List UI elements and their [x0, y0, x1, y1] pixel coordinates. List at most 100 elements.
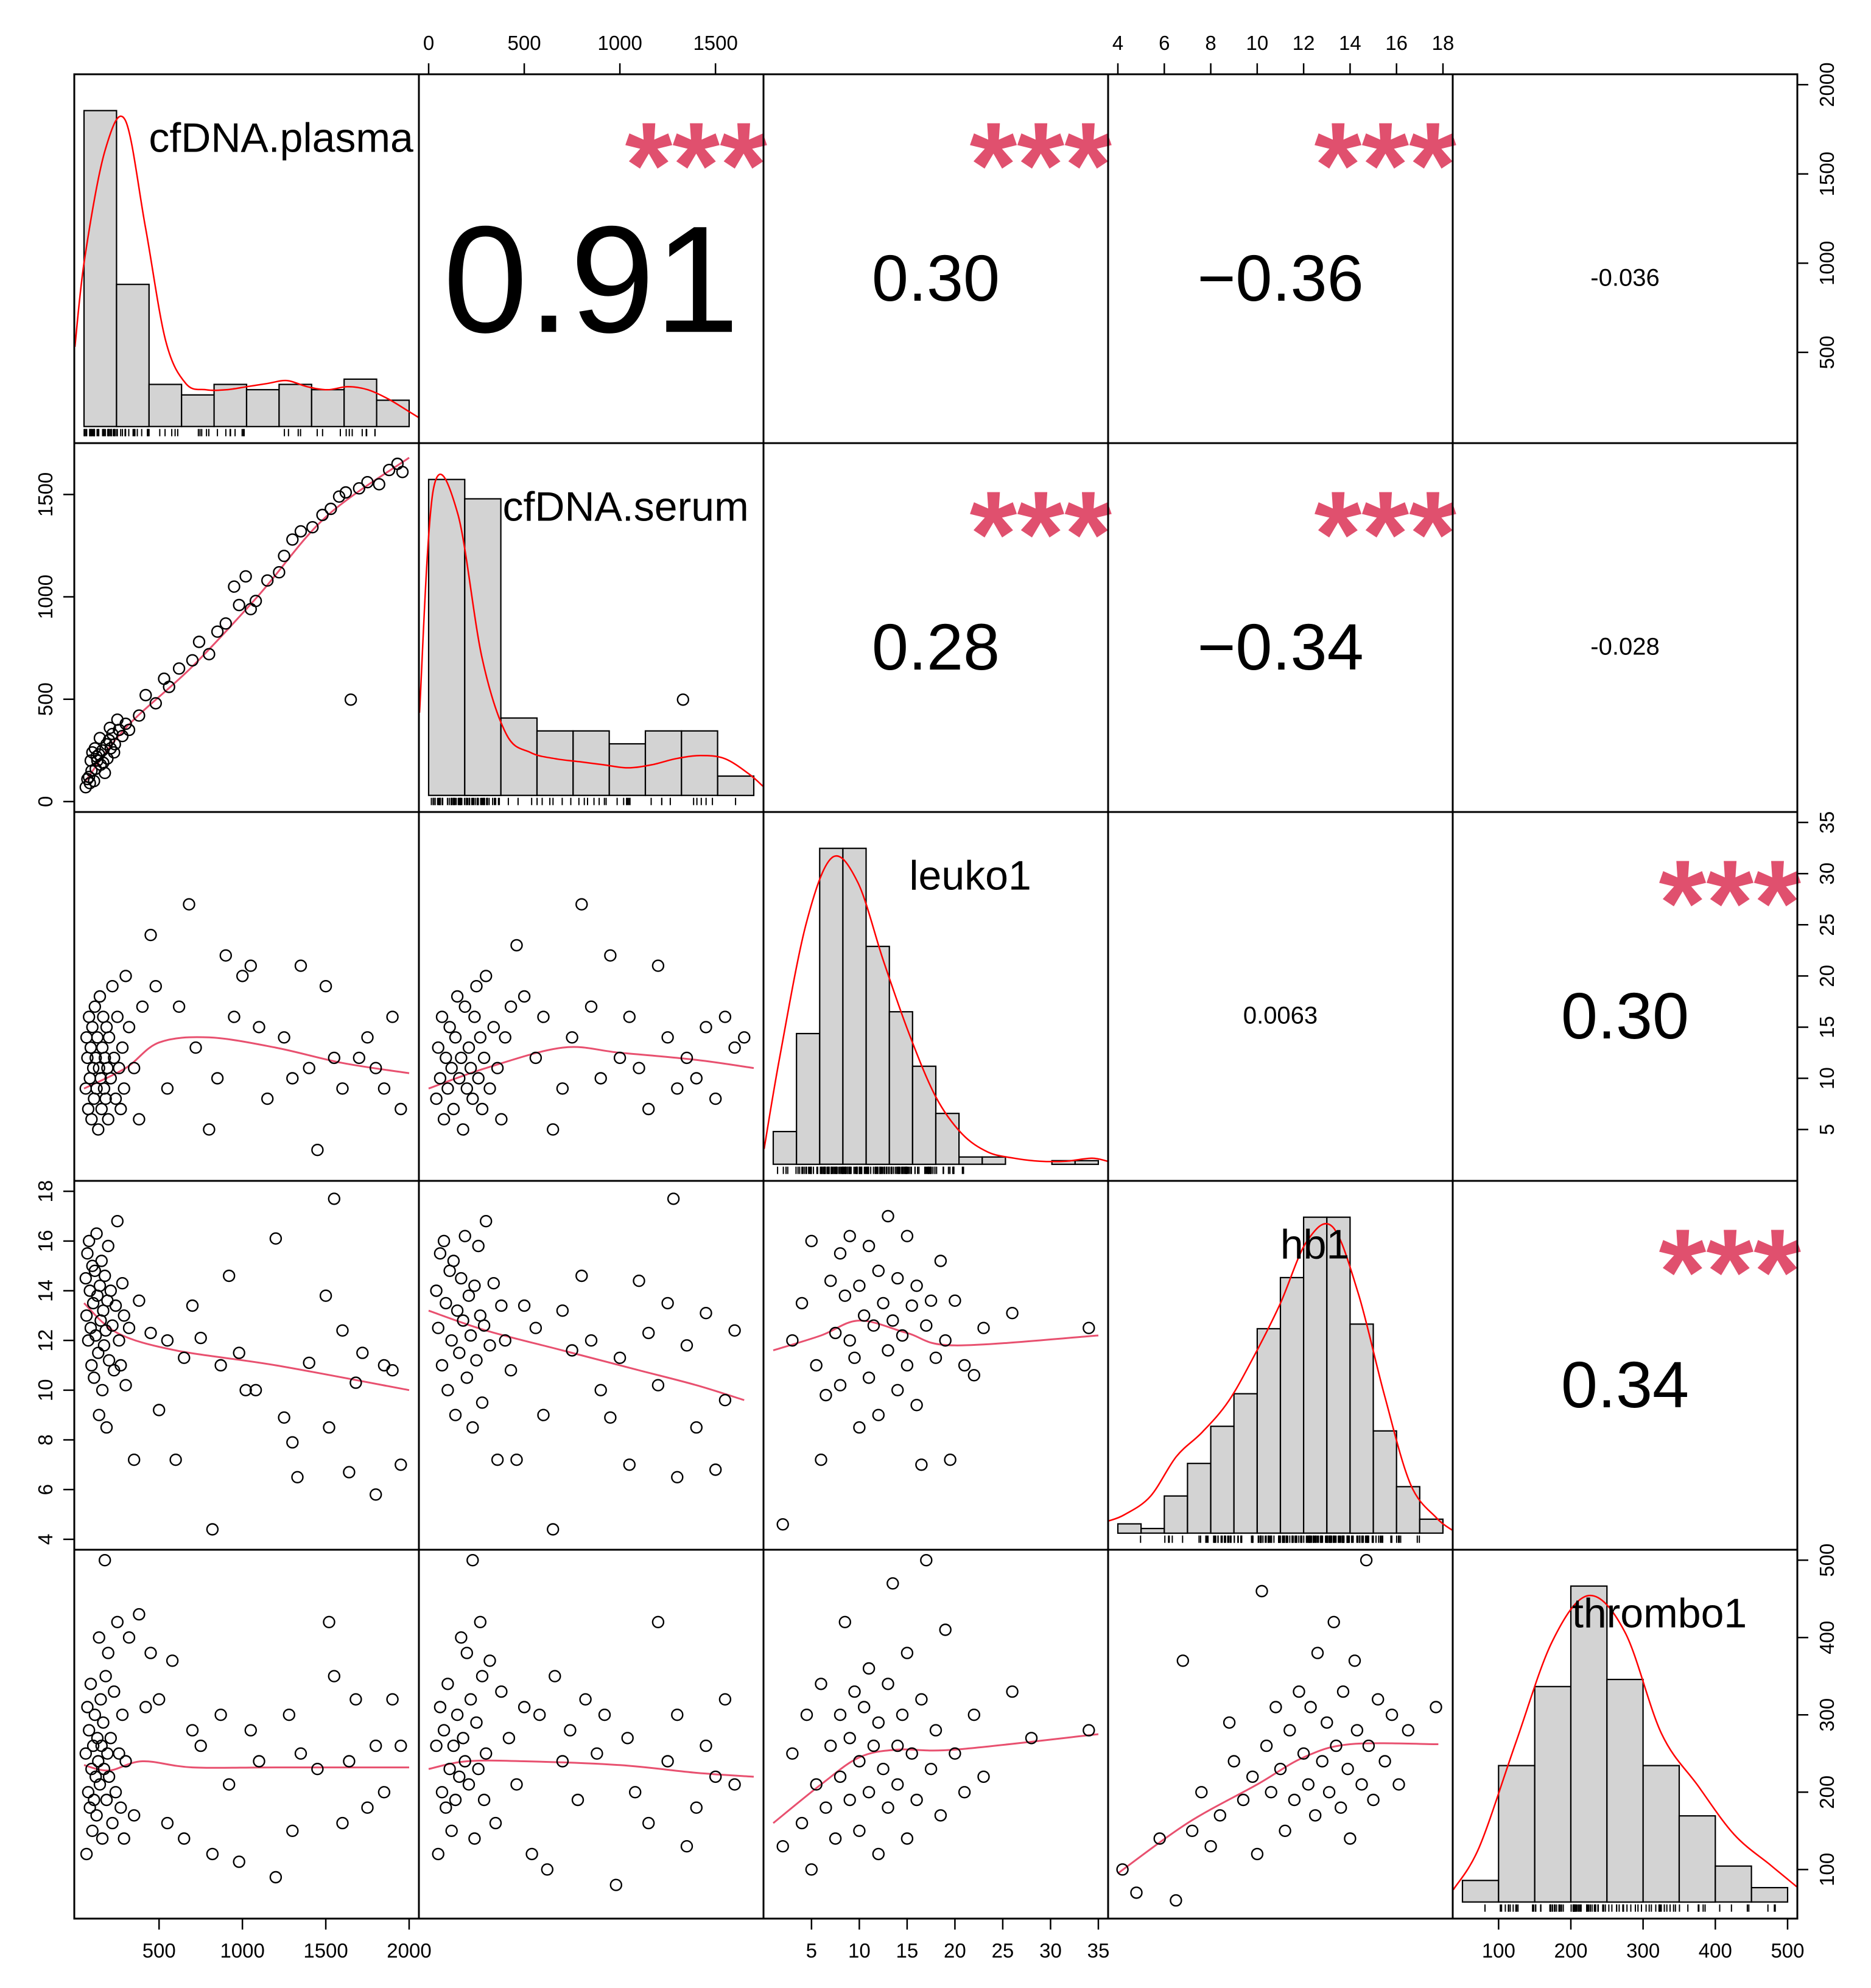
scatter-point [396, 466, 409, 478]
scatter-point [102, 1113, 114, 1126]
histogram-bar-cfDNA.serum [500, 717, 538, 796]
scatter-point [386, 1693, 399, 1706]
scatter-point [1392, 1778, 1405, 1791]
scatter-point [566, 1031, 578, 1044]
scatter-point [447, 1255, 460, 1267]
scatter-point [1341, 1762, 1354, 1776]
significance-stars: *** [1315, 466, 1457, 602]
scatter-point [186, 1299, 199, 1312]
scatter-point [1283, 1724, 1296, 1737]
scatter-point [286, 1824, 299, 1838]
scatter-point [815, 1678, 827, 1690]
scatter-point [786, 1747, 799, 1760]
scatter-point [872, 1716, 885, 1729]
scatter-point [133, 1608, 146, 1621]
histogram-bar-cfDNA.serum [644, 730, 683, 796]
scatter-point [1213, 1809, 1227, 1822]
tick-label-top: 10 [1246, 32, 1269, 54]
scatter-point [430, 1739, 443, 1752]
scatter-point [233, 598, 245, 612]
scatter-point [82, 1724, 96, 1737]
significance-stars: *** [970, 97, 1112, 233]
scatter-point [1130, 1886, 1143, 1899]
scatter-point [594, 1072, 607, 1085]
scatter-point [533, 1708, 546, 1721]
scatter-point [273, 566, 286, 579]
scatter-point [915, 1693, 928, 1706]
scatter-point [316, 508, 329, 522]
tick-label-bottom: 10 [848, 1939, 871, 1962]
scatter-point [642, 1816, 655, 1830]
histogram-bar-hb1 [1210, 1426, 1235, 1534]
scatter-point [92, 1123, 105, 1136]
scatter-point [249, 1384, 262, 1397]
scatter-point [872, 1847, 885, 1861]
scatter-point [642, 1326, 655, 1340]
scatter-point [102, 1647, 114, 1659]
scatter-point [1430, 1701, 1442, 1713]
scatter-point [90, 1227, 103, 1240]
scatter-point [1385, 1708, 1399, 1721]
tick-label-right: 2000 [1816, 62, 1838, 107]
scatter-point [127, 1062, 141, 1074]
scatter-point [455, 1051, 468, 1065]
scatter-point [700, 1021, 712, 1034]
scatter-point [441, 1082, 454, 1095]
scatter-point [709, 1092, 722, 1105]
scatter-point [862, 1786, 876, 1799]
scatter-point [510, 939, 523, 952]
histogram-bar-thrombo1 [1678, 1815, 1716, 1903]
tick-label-bottom: 200 [1554, 1939, 1587, 1962]
scatter-point [882, 1678, 894, 1690]
scatter-point [178, 1832, 191, 1845]
scatter-point [958, 1359, 971, 1372]
histogram-bar-cfDNA.serum [608, 743, 647, 796]
scatter-point [336, 1082, 349, 1095]
scatter-point [169, 1453, 182, 1466]
scatter-point [462, 1778, 476, 1791]
scatter-point [934, 1809, 947, 1822]
scatter-point [109, 1092, 122, 1105]
scatter-point [80, 1847, 93, 1861]
histogram-bar-thrombo1 [1534, 1685, 1572, 1903]
scatter-point [286, 1072, 299, 1085]
tick-label-left: 10 [34, 1379, 57, 1401]
histogram-bar-leuko1 [819, 847, 844, 1165]
scatter-point [96, 1832, 109, 1845]
scatter-point [109, 1299, 122, 1312]
scatter-point [466, 1092, 479, 1105]
scatter-point [474, 1031, 486, 1044]
tick-label-left: 16 [34, 1230, 57, 1252]
scatter-point [118, 1309, 130, 1322]
scatter-point [1237, 1793, 1250, 1807]
scatter-point [480, 1214, 493, 1228]
scatter-point [278, 1031, 290, 1044]
scatter-point [843, 1230, 856, 1242]
scatter-point [432, 1041, 444, 1054]
scatter-point [161, 1816, 174, 1830]
tick-label-bottom: 100 [1482, 1939, 1515, 1962]
scatter-point [623, 1010, 636, 1023]
scatter-point [518, 990, 531, 1003]
scatter-point [122, 1321, 136, 1334]
scatter-point [944, 1453, 957, 1466]
histogram-bar-thrombo1 [1750, 1887, 1789, 1903]
histogram-bar-leuko1 [981, 1156, 1006, 1165]
scatter-point [877, 1762, 890, 1776]
scatter-point [445, 1062, 458, 1074]
histogram-bar-leuko1 [772, 1130, 798, 1165]
histogram-bar-thrombo1 [1570, 1585, 1608, 1903]
scatter-point [133, 1113, 146, 1126]
significance-stars: *** [1659, 835, 1802, 971]
scatter-point [924, 1762, 938, 1776]
scatter-point [633, 1062, 645, 1074]
scatter-point [464, 1329, 477, 1342]
text-layer: cfDNA.plasma cfDNA.serum leuko1 hb1 thrombo1… [149, 97, 1801, 1636]
scatter-point [144, 928, 157, 942]
scatter-point [466, 1553, 479, 1567]
scatter-point [1153, 1832, 1166, 1845]
scatter-point [239, 1384, 252, 1397]
scatter-point [233, 1855, 245, 1868]
scatter-point [116, 1708, 129, 1721]
